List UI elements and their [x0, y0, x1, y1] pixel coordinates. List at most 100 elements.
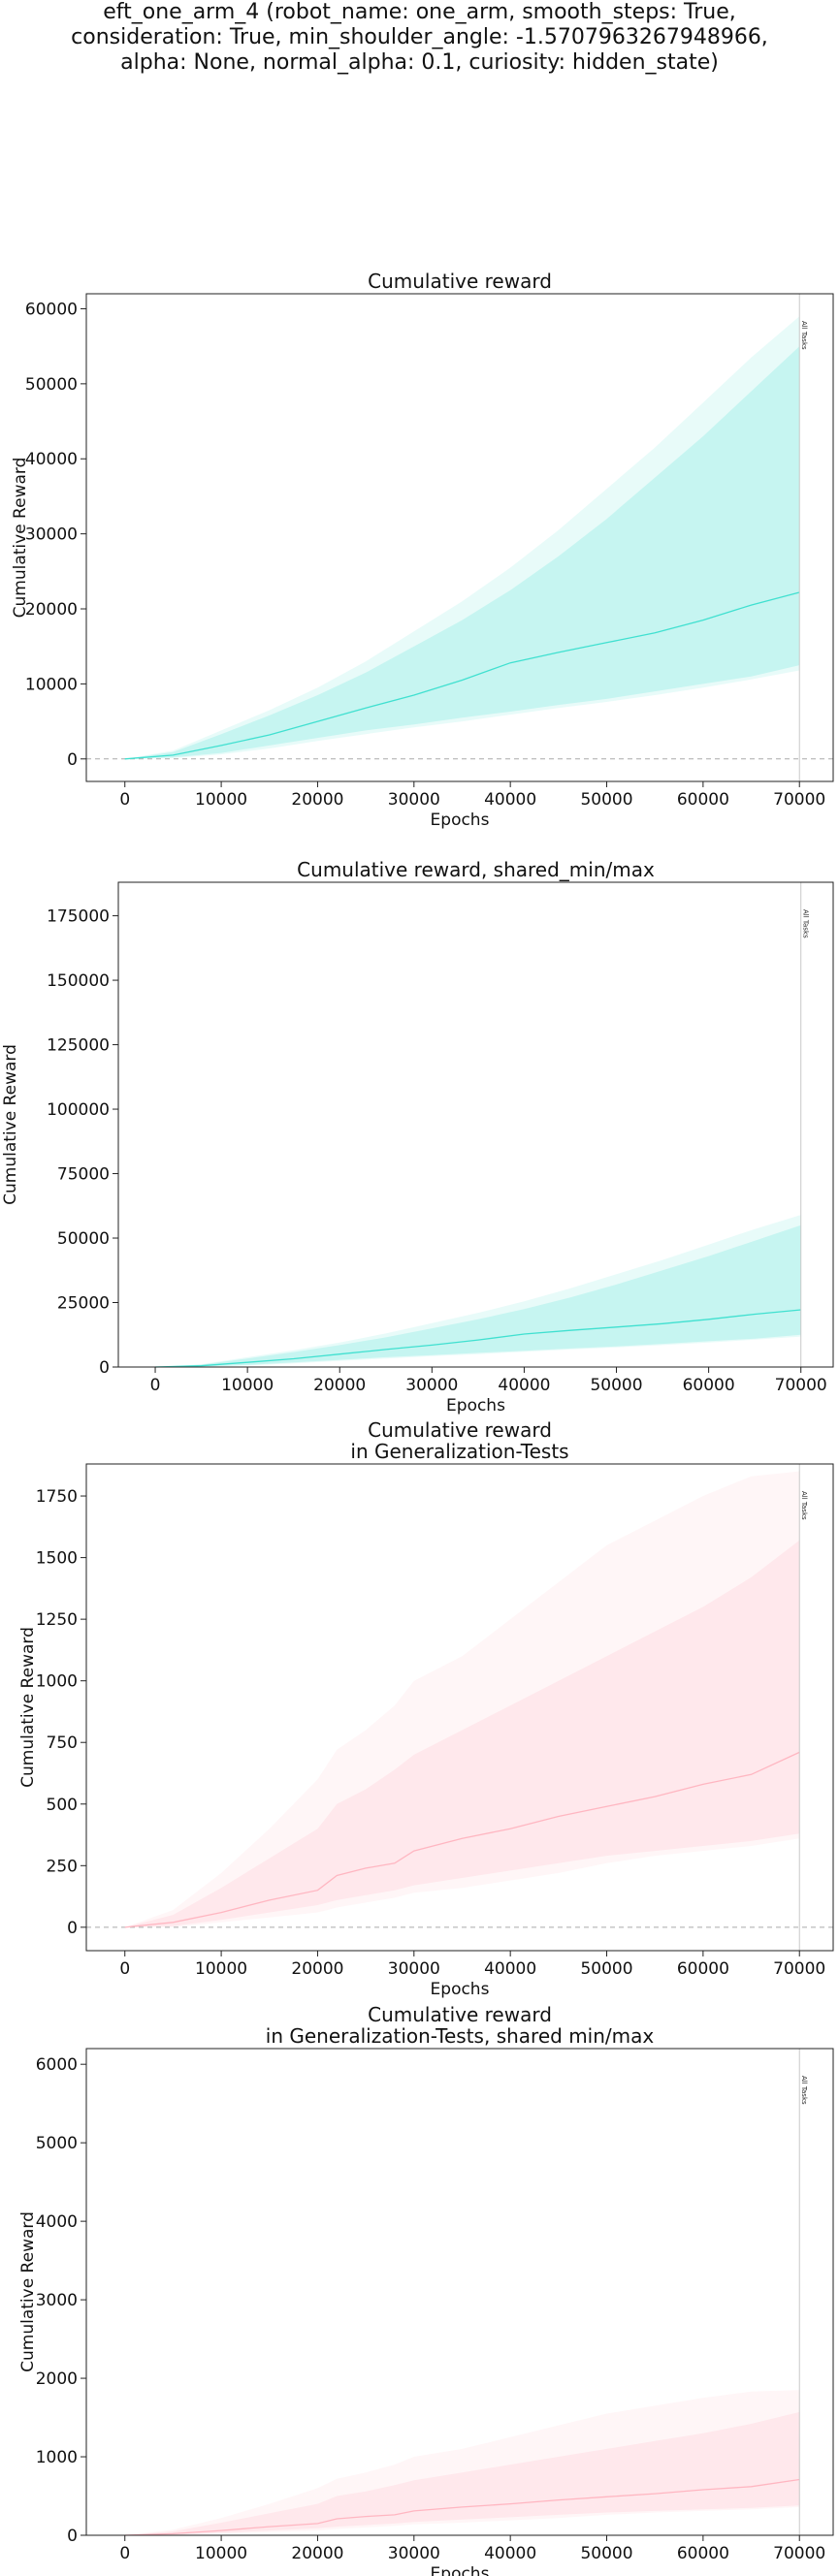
mean-line	[124, 591, 800, 760]
y-tick-label: 1000	[36, 1672, 78, 1692]
x-tick-label: 60000	[677, 2544, 729, 2563]
y-tick-label: 6000	[36, 2055, 78, 2075]
band-inner	[124, 346, 800, 759]
figure-title-line: eft_one_arm_4 (robot_name: one_arm, smoo…	[103, 0, 736, 24]
y-tick-label: 5000	[36, 2134, 78, 2153]
y-tick-label: 125000	[47, 1036, 110, 1056]
x-tick-label: 20000	[313, 1376, 366, 1395]
x-tick-label: 50000	[580, 1959, 632, 1979]
x-tick-label: 60000	[677, 790, 729, 810]
plot-frame	[117, 881, 834, 1368]
y-tick-label: 500	[47, 1796, 78, 1815]
y-tick-label: 3000	[36, 2291, 78, 2310]
x-tick-label: 30000	[405, 1376, 458, 1395]
y-tick-label: 20000	[25, 600, 78, 620]
band-inner	[124, 1540, 800, 1927]
vline-label: All Tasks	[800, 321, 808, 350]
x-tick-label: 30000	[388, 790, 440, 810]
y-axis-label: Cumulative Reward	[1, 1044, 20, 1205]
x-tick-label: 30000	[388, 1959, 440, 1979]
chart-title: Cumulative reward, shared_min/max	[297, 858, 655, 881]
chart-title: Cumulative reward	[368, 1418, 552, 1442]
y-tick-label: 25000	[57, 1294, 110, 1314]
x-tick-label: 70000	[773, 1959, 825, 1979]
y-tick-label: 0	[99, 1358, 110, 1378]
x-tick-label: 10000	[221, 1376, 274, 1395]
x-tick-label: 0	[119, 1959, 130, 1979]
y-tick-label: 2000	[36, 2369, 78, 2389]
x-tick-label: 20000	[291, 2544, 343, 2563]
x-tick-label: 10000	[195, 790, 247, 810]
x-tick-label: 0	[119, 790, 130, 810]
x-tick-label: 20000	[291, 1959, 343, 1979]
chart-title: in Generalization-Tests, shared min/max	[266, 2024, 655, 2048]
band-outer	[124, 316, 800, 759]
y-tick-label: 100000	[47, 1100, 110, 1120]
band-outer	[124, 2390, 800, 2535]
chart-title: Cumulative reward	[368, 270, 552, 293]
y-tick-label: 50000	[25, 375, 78, 395]
x-tick-label: 0	[150, 1376, 161, 1395]
figure-title-line: alpha: None, normal_alpha: 0.1, curiosit…	[120, 50, 719, 75]
y-tick-label: 60000	[25, 300, 78, 319]
y-tick-label: 1250	[36, 1610, 78, 1630]
plot-frame	[85, 2048, 834, 2536]
y-tick-label: 1750	[36, 1487, 78, 1507]
y-tick-label: 75000	[57, 1165, 110, 1185]
mean-line	[124, 2478, 800, 2536]
y-tick-label: 0	[67, 2527, 78, 2546]
y-tick-label: 10000	[25, 675, 78, 694]
x-tick-label: 40000	[498, 1376, 550, 1395]
x-tick-label: 60000	[677, 1959, 729, 1979]
chart-2: All Tasks 0 10000 20000 30000 40000 50000 60000…	[1, 858, 834, 1415]
y-tick-label: 250	[47, 1857, 78, 1876]
y-tick-label: 30000	[25, 525, 78, 545]
x-axis-label: Epochs	[446, 1396, 505, 1415]
y-tick-label: 0	[67, 1919, 78, 1938]
y-axis-label: Cumulative Reward	[18, 2211, 38, 2372]
y-tick-label: 0	[67, 750, 78, 770]
x-tick-label: 40000	[484, 790, 536, 810]
y-tick-label: 750	[47, 1733, 78, 1753]
y-tick-label: 4000	[36, 2212, 78, 2232]
band-inner	[155, 1224, 801, 1367]
chart-title: Cumulative reward	[368, 2003, 552, 2026]
mean-line	[154, 1309, 801, 1368]
x-axis-label: Epochs	[431, 2564, 490, 2576]
x-tick-label: 10000	[195, 1959, 247, 1979]
y-tick-label: 50000	[57, 1229, 110, 1249]
x-axis-label: Epochs	[431, 1980, 490, 1999]
x-tick-label: 0	[119, 2544, 130, 2563]
vline-label: All Tasks	[800, 2076, 808, 2105]
chart-title: in Generalization-Tests	[350, 1440, 568, 1463]
vline-label: All Tasks	[802, 909, 810, 938]
x-tick-label: 50000	[580, 790, 632, 810]
x-tick-label: 50000	[580, 2544, 632, 2563]
figure-title-line: consideration: True, min_shoulder_angle:…	[71, 25, 768, 49]
x-tick-label: 70000	[775, 1376, 827, 1395]
x-tick-label: 30000	[388, 2544, 440, 2563]
vline-label: All Tasks	[800, 1491, 808, 1520]
x-tick-label: 70000	[773, 2544, 825, 2563]
plot-frame	[85, 1463, 834, 1952]
band-inner	[124, 2411, 800, 2535]
x-tick-label: 10000	[195, 2544, 247, 2563]
x-tick-label: 40000	[484, 2544, 536, 2563]
mean-line	[124, 1751, 800, 1928]
y-axis-label: Cumulative Reward	[18, 1627, 38, 1788]
x-tick-label: 70000	[773, 790, 825, 810]
band-outer	[155, 1215, 801, 1367]
y-tick-label: 1000	[36, 2448, 78, 2467]
y-axis-label: Cumulative Reward	[11, 458, 30, 619]
y-tick-label: 150000	[47, 971, 110, 991]
x-tick-label: 60000	[683, 1376, 735, 1395]
x-tick-label: 50000	[590, 1376, 642, 1395]
plot-frame	[85, 293, 834, 782]
figure-title: eft_one_arm_4 (robot_name: one_arm, smoo…	[0, 0, 839, 76]
x-axis-label: Epochs	[431, 811, 490, 830]
y-tick-label: 1500	[36, 1549, 78, 1569]
